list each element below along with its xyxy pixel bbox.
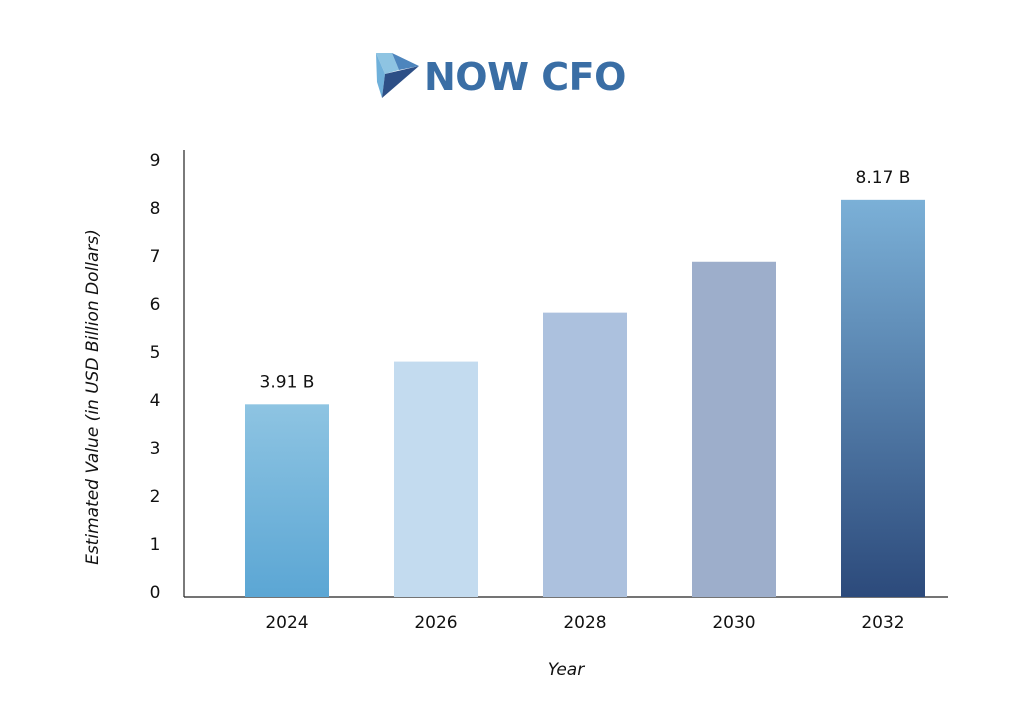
x-axis-title: Year — [548, 660, 585, 680]
x-tick-label: 2024 — [265, 613, 308, 633]
y-axis-title: Estimated Value (in USD Billion Dollars) — [83, 229, 103, 565]
logo-text: NOW CFO — [424, 55, 626, 99]
y-tick-label: 0 — [150, 583, 161, 603]
x-tick-label: 2030 — [712, 613, 755, 633]
y-tick-label: 8 — [150, 199, 161, 219]
y-tick-label: 4 — [150, 391, 161, 411]
bar-2024 — [245, 404, 329, 597]
x-tick-labels: 2024 2026 2028 2030 2032 — [265, 613, 904, 633]
y-tick-label: 1 — [150, 535, 161, 555]
y-tick-labels: 0 1 2 3 4 5 6 7 8 9 — [150, 151, 161, 603]
y-tick-label: 5 — [150, 343, 161, 363]
y-tick-label: 7 — [150, 247, 161, 267]
bar-2028 — [543, 312, 627, 597]
logo: NOW CFO — [376, 53, 626, 99]
x-tick-label: 2028 — [563, 613, 606, 633]
bars — [245, 199, 925, 597]
y-tick-label: 3 — [150, 439, 161, 459]
data-label-2024: 3.91 B — [260, 372, 315, 392]
x-tick-label: 2032 — [861, 613, 904, 633]
y-tick-label: 9 — [150, 151, 161, 171]
now-cfo-arrow-logo-icon — [376, 53, 419, 98]
y-tick-label: 2 — [150, 487, 161, 507]
y-tick-label: 6 — [150, 295, 161, 315]
bar-2026 — [394, 361, 478, 597]
bar-2030 — [692, 261, 776, 597]
x-tick-label: 2026 — [414, 613, 457, 633]
data-labels: 3.91 B 8.17 B — [260, 168, 911, 392]
data-label-2032: 8.17 B — [856, 168, 911, 188]
bar-2032 — [841, 199, 925, 597]
